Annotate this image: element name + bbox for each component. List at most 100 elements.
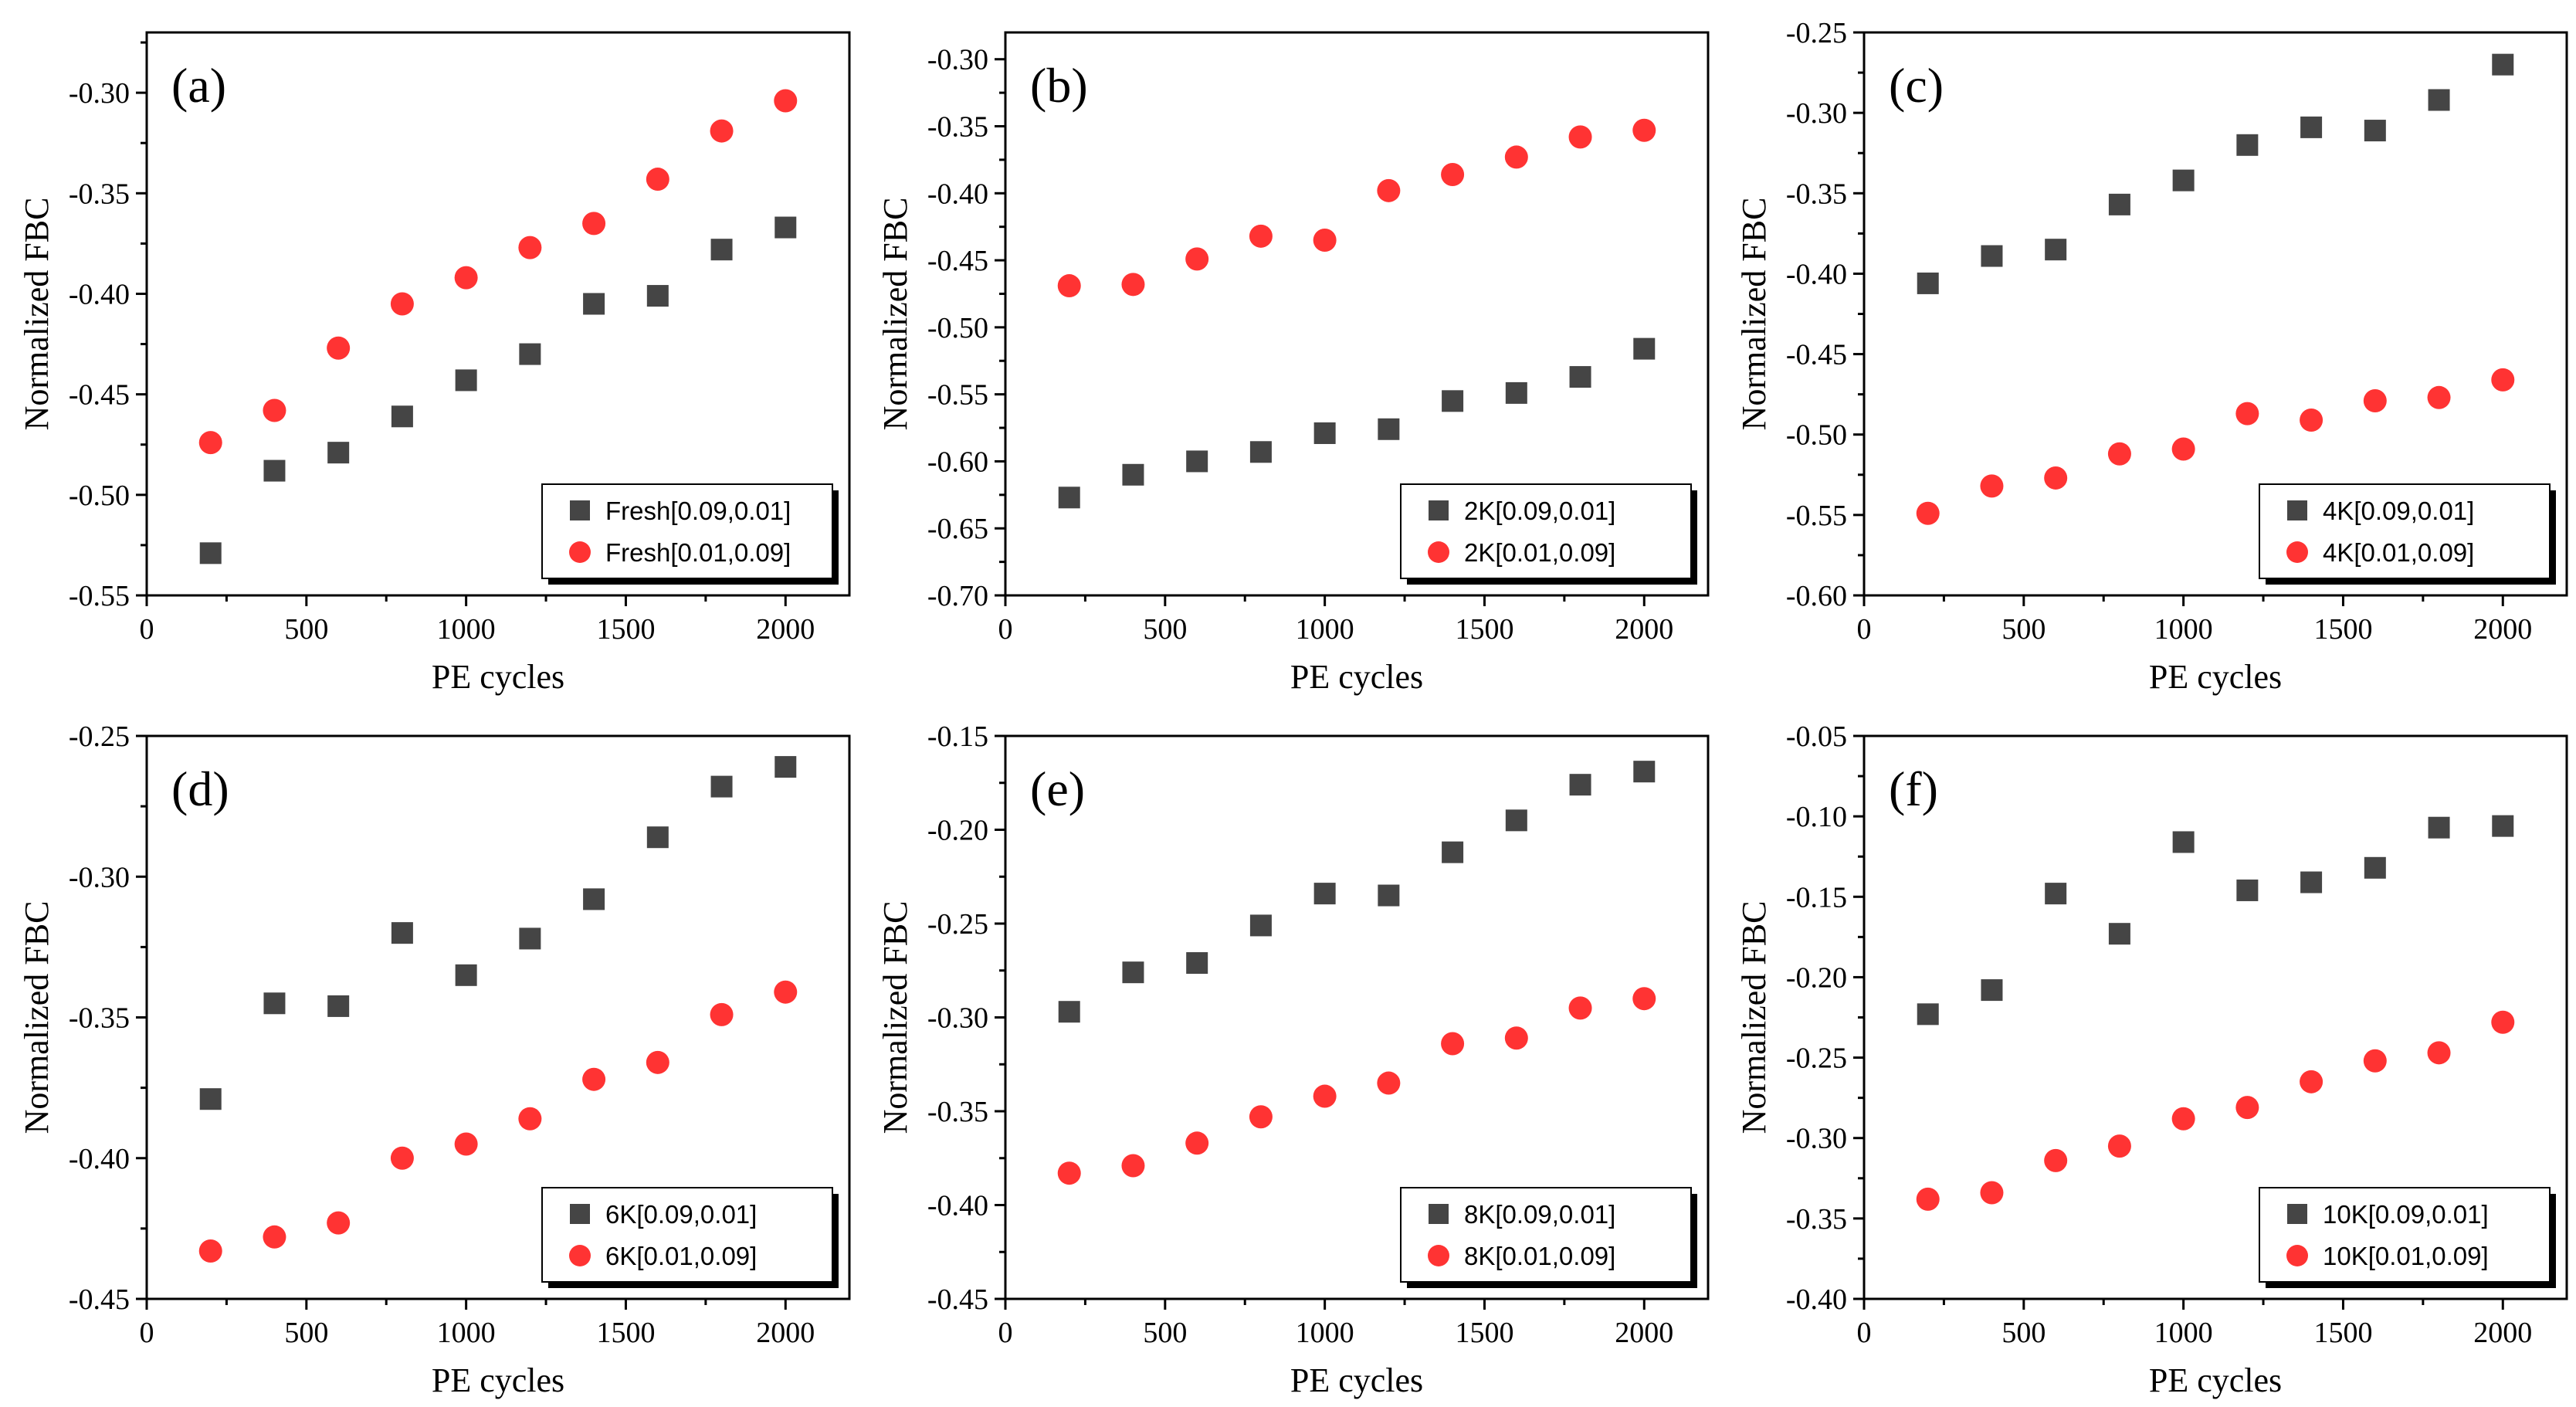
x-tick-label: 1500 xyxy=(1455,1317,1513,1349)
x-axis-title: PE cycles xyxy=(2149,1361,2282,1399)
y-tick-label: -0.40 xyxy=(1786,258,1847,290)
chart-panel-b: 0 500 1000 1500 2000 -0.70 -0.65 -0.60 -0.55 -0.5… xyxy=(876,31,1710,696)
circle-marker xyxy=(327,336,351,360)
circle-marker xyxy=(2491,1010,2515,1034)
legend-square-marker xyxy=(570,500,590,520)
square-marker xyxy=(1378,418,1400,440)
circle-marker xyxy=(1057,1161,1081,1185)
panel-label: (d) xyxy=(171,761,229,816)
y-tick-label: -0.35 xyxy=(927,111,988,144)
circle-marker xyxy=(1504,145,1528,169)
y-tick-label: -0.35 xyxy=(1786,1203,1847,1236)
circle-marker xyxy=(518,1107,542,1131)
x-tick-label: 1000 xyxy=(2154,613,2213,646)
y-tick-label: -0.20 xyxy=(1786,961,1847,994)
circle-marker xyxy=(1441,1032,1465,1056)
y-tick-label: -0.15 xyxy=(927,720,988,753)
square-marker xyxy=(2236,879,2259,901)
legend-circle-marker xyxy=(569,1245,591,1266)
legend-box xyxy=(541,1187,833,1283)
circle-marker xyxy=(2427,385,2451,409)
legend-box xyxy=(2259,483,2551,579)
x-tick-label: 2000 xyxy=(1615,1317,1673,1349)
circle-marker xyxy=(2427,1041,2451,1065)
square-marker xyxy=(2172,169,2195,192)
y-tick-label: -0.25 xyxy=(1786,1043,1847,1075)
circle-marker xyxy=(1313,1084,1337,1108)
legend-label: 10K[0.01,0.09] xyxy=(2323,1242,2489,1270)
y-tick-label: -0.50 xyxy=(69,480,130,512)
circle-marker xyxy=(390,1146,414,1170)
square-marker xyxy=(1981,979,2003,1002)
square-marker xyxy=(2300,871,2323,893)
circle-marker xyxy=(2044,1148,2068,1172)
square-marker xyxy=(774,216,797,239)
square-marker xyxy=(2492,815,2514,837)
x-axis-title: PE cycles xyxy=(1290,1361,1423,1399)
square-marker xyxy=(263,459,286,482)
circle-marker xyxy=(582,1067,606,1091)
circle-marker xyxy=(2044,466,2068,490)
legend-square-marker xyxy=(2287,1204,2307,1224)
square-marker xyxy=(1313,883,1336,905)
square-marker xyxy=(774,756,797,778)
circle-marker xyxy=(774,89,798,113)
circle-marker xyxy=(1121,273,1145,297)
square-marker xyxy=(519,343,541,365)
square-marker xyxy=(455,964,477,986)
circle-marker xyxy=(2107,442,2131,466)
square-marker xyxy=(391,922,413,944)
square-marker xyxy=(1917,1003,1939,1026)
x-axis-title: PE cycles xyxy=(432,1361,564,1399)
square-marker xyxy=(1981,245,2003,267)
circle-marker xyxy=(1504,1026,1528,1050)
x-tick-label: 1500 xyxy=(2313,613,2372,646)
circle-marker xyxy=(1916,501,1940,525)
square-marker xyxy=(1313,422,1336,444)
panel-label: (a) xyxy=(171,58,226,113)
square-marker xyxy=(1917,272,1939,294)
y-tick-label: -0.45 xyxy=(927,245,988,277)
chart-panel-c: 0 500 1000 1500 2000 -0.60 -0.55 -0.50 -0.45 -0.4… xyxy=(1735,17,2568,696)
square-marker xyxy=(1186,450,1208,473)
y-tick-label: -0.45 xyxy=(69,1283,130,1316)
legend-label: Fresh[0.09,0.01] xyxy=(605,497,791,525)
legend-label: 8K[0.01,0.09] xyxy=(1464,1242,1615,1270)
square-marker xyxy=(263,992,286,1015)
y-tick-label: -0.40 xyxy=(927,178,988,210)
square-marker xyxy=(1442,390,1464,412)
circle-marker xyxy=(1377,1071,1401,1095)
y-tick-label: -0.60 xyxy=(1786,580,1847,612)
circle-marker xyxy=(2300,1070,2323,1093)
y-tick-label: -0.45 xyxy=(69,379,130,412)
y-tick-label: -0.35 xyxy=(927,1096,988,1128)
square-marker xyxy=(1442,841,1464,863)
x-tick-label: 0 xyxy=(1857,613,1872,646)
panel-label: (b) xyxy=(1030,58,1088,113)
square-marker xyxy=(646,826,669,849)
square-marker xyxy=(327,442,350,464)
square-marker xyxy=(2108,923,2130,945)
circle-marker xyxy=(1313,229,1337,253)
legend-circle-marker xyxy=(2286,541,2308,563)
x-tick-label: 0 xyxy=(1857,1317,1872,1349)
y-tick-label: -0.60 xyxy=(927,446,988,478)
square-marker xyxy=(2045,239,2067,261)
circle-marker xyxy=(454,1132,478,1156)
legend-box xyxy=(1400,1187,1692,1283)
square-marker xyxy=(710,239,733,261)
square-marker xyxy=(1122,463,1144,486)
square-marker xyxy=(2428,816,2450,839)
x-tick-label: 500 xyxy=(1143,613,1187,646)
legend-box xyxy=(2259,1187,2551,1283)
x-axis-title: PE cycles xyxy=(432,658,564,696)
circle-marker xyxy=(646,168,669,192)
circle-marker xyxy=(1568,996,1592,1020)
x-tick-label: 1500 xyxy=(1455,613,1513,646)
square-marker xyxy=(583,888,605,910)
x-tick-label: 1500 xyxy=(2313,1317,2372,1349)
circle-marker xyxy=(2235,402,2259,425)
y-tick-label: -0.40 xyxy=(69,278,130,310)
circle-marker xyxy=(1377,178,1401,202)
x-tick-label: 1000 xyxy=(437,1317,496,1349)
